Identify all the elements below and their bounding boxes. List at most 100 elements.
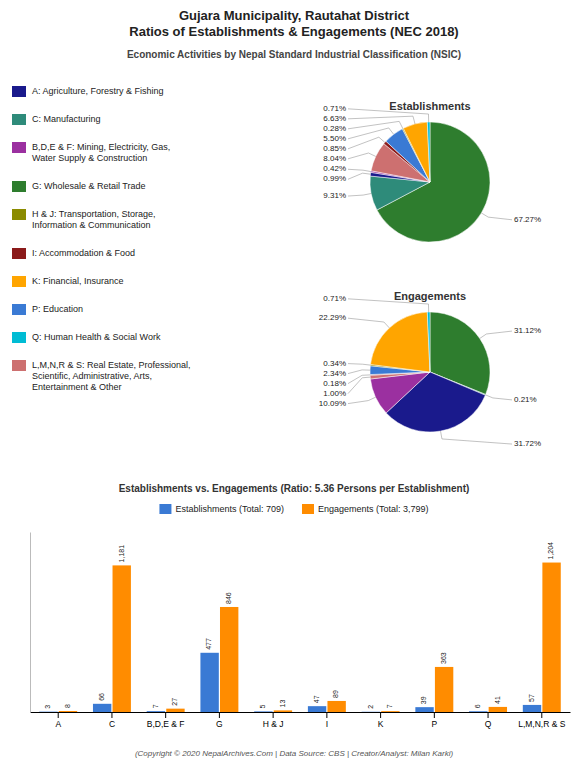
x-tick: L,M,N,R & S <box>518 712 566 729</box>
tick-mark <box>326 712 327 718</box>
leader-line <box>348 318 389 328</box>
legend-label: C: Manufacturing <box>32 114 101 124</box>
tick-mark <box>380 712 381 718</box>
x-tick: Q <box>485 712 492 729</box>
leader-line <box>348 370 370 374</box>
legend-item: I: Accommodation & Food <box>12 248 135 259</box>
bar <box>39 711 57 712</box>
data-label: 2.34% <box>323 369 346 378</box>
bar <box>59 711 77 712</box>
tick-mark <box>434 712 435 718</box>
leader-line <box>348 364 370 366</box>
legend-label: Engagements (Total: 3,799) <box>318 504 429 514</box>
tick-label: L,M,N,R & S <box>518 719 566 729</box>
legend-label-line: A: Agriculture, Forestry & Fishing <box>32 86 164 96</box>
x-tick: A <box>55 712 61 729</box>
footer-note: (Copyright © 2020 NepalArchives.Com | Da… <box>135 749 454 758</box>
legend-label-line: L,M,N,R & S: Real Estate, Professional, <box>32 360 191 370</box>
leader-line <box>348 137 385 149</box>
tick-label: I <box>326 719 328 729</box>
legend-swatch <box>12 332 26 343</box>
pie-chart: Engagements31.12%0.21%31.72%10.09%1.00%0… <box>319 290 541 448</box>
pie-title: Establishments <box>389 100 470 112</box>
tick-label: H & J <box>263 719 284 729</box>
legend-label-line: Scientific, Administrative, Arts, <box>32 371 152 381</box>
tick-mark <box>58 712 59 718</box>
x-tick: G <box>216 712 223 729</box>
data-label: 1.00% <box>323 389 346 398</box>
legend-item: H & J: Transportation, Storage,Informati… <box>12 209 156 230</box>
data-label: 66 <box>98 693 105 701</box>
legend-label-line: P: Education <box>32 304 83 314</box>
leader-line <box>348 299 429 312</box>
bar <box>489 707 507 712</box>
bar <box>523 705 541 712</box>
legend-item: L,M,N,R & S: Real Estate, Professional,S… <box>12 360 191 392</box>
leader-line <box>348 121 403 128</box>
leader-line <box>485 395 512 400</box>
x-tick: P <box>431 712 437 729</box>
data-label: 8 <box>64 704 71 708</box>
pie-slice <box>370 372 430 413</box>
data-label: 13 <box>279 699 286 707</box>
tick-label: A <box>55 719 61 729</box>
legend-swatch <box>12 114 26 125</box>
legend-item: Engagements (Total: 3,799) <box>302 504 429 514</box>
data-label: 0.85% <box>323 144 346 153</box>
data-label: 0.21% <box>514 395 537 404</box>
legend-swatch <box>12 360 26 371</box>
tick-label: P <box>431 719 437 729</box>
legend-item: B,D,E & F: Mining, Electricity, Gas,Wate… <box>12 142 170 163</box>
bar <box>362 711 380 712</box>
data-label: 39 <box>420 696 427 704</box>
title-line: Gujara Municipality, Rautahat District <box>179 8 410 23</box>
legend-item: P: Education <box>12 304 83 315</box>
tick-label: K <box>378 719 384 729</box>
data-label: 5.50% <box>323 134 346 143</box>
tick-label: Q <box>485 719 492 729</box>
legend-swatch <box>159 504 171 514</box>
bar <box>93 704 111 712</box>
legend-swatch <box>12 142 26 153</box>
data-label: 0.18% <box>323 379 346 388</box>
legend-label: P: Education <box>32 304 83 314</box>
leader-line <box>348 169 371 171</box>
legend-swatch <box>12 181 26 192</box>
legend-item: K: Financial, Insurance <box>12 276 124 287</box>
legend-swatch <box>12 209 26 220</box>
data-label: 7 <box>386 704 393 708</box>
data-label: 6 <box>474 704 481 708</box>
chart-title: Establishments vs. Engagements (Ratio: 5… <box>119 483 470 494</box>
legend-label-line: Q: Human Health & Social Work <box>32 332 161 342</box>
pie-slices <box>370 122 490 242</box>
data-label: 27 <box>171 698 178 706</box>
legend-swatch <box>12 304 26 315</box>
bar <box>220 607 238 712</box>
pie-title: Engagements <box>394 290 466 302</box>
leader-line <box>348 153 376 159</box>
leader-line <box>348 375 370 384</box>
bar <box>254 711 272 712</box>
legend-label: Q: Human Health & Social Work <box>32 332 161 342</box>
legend-label-line: C: Manufacturing <box>32 114 101 124</box>
legend-label: B,D,E & F: Mining, Electricity, Gas,Wate… <box>32 142 170 163</box>
data-label: 0.42% <box>323 164 346 173</box>
tick-mark <box>273 712 274 718</box>
pie-slice <box>403 122 430 182</box>
title: Gujara Municipality, Rautahat DistrictRa… <box>129 8 458 39</box>
x-tick: C <box>109 712 115 729</box>
bar <box>415 707 433 712</box>
legend-label: K: Financial, Insurance <box>32 276 124 286</box>
tick-label: C <box>109 719 115 729</box>
bar <box>327 701 345 712</box>
tick-label: G <box>216 719 223 729</box>
bar <box>469 711 487 712</box>
data-label: 0.28% <box>323 124 346 133</box>
tick-mark <box>541 712 542 718</box>
subtitle: Economic Activities by Nepal Standard In… <box>127 49 461 60</box>
bar <box>113 565 131 712</box>
pie-slices <box>370 312 490 432</box>
legend-item: G: Wholesale & Retail Trade <box>12 181 146 192</box>
data-label: 0.71% <box>323 104 346 113</box>
leader-line <box>348 128 394 139</box>
